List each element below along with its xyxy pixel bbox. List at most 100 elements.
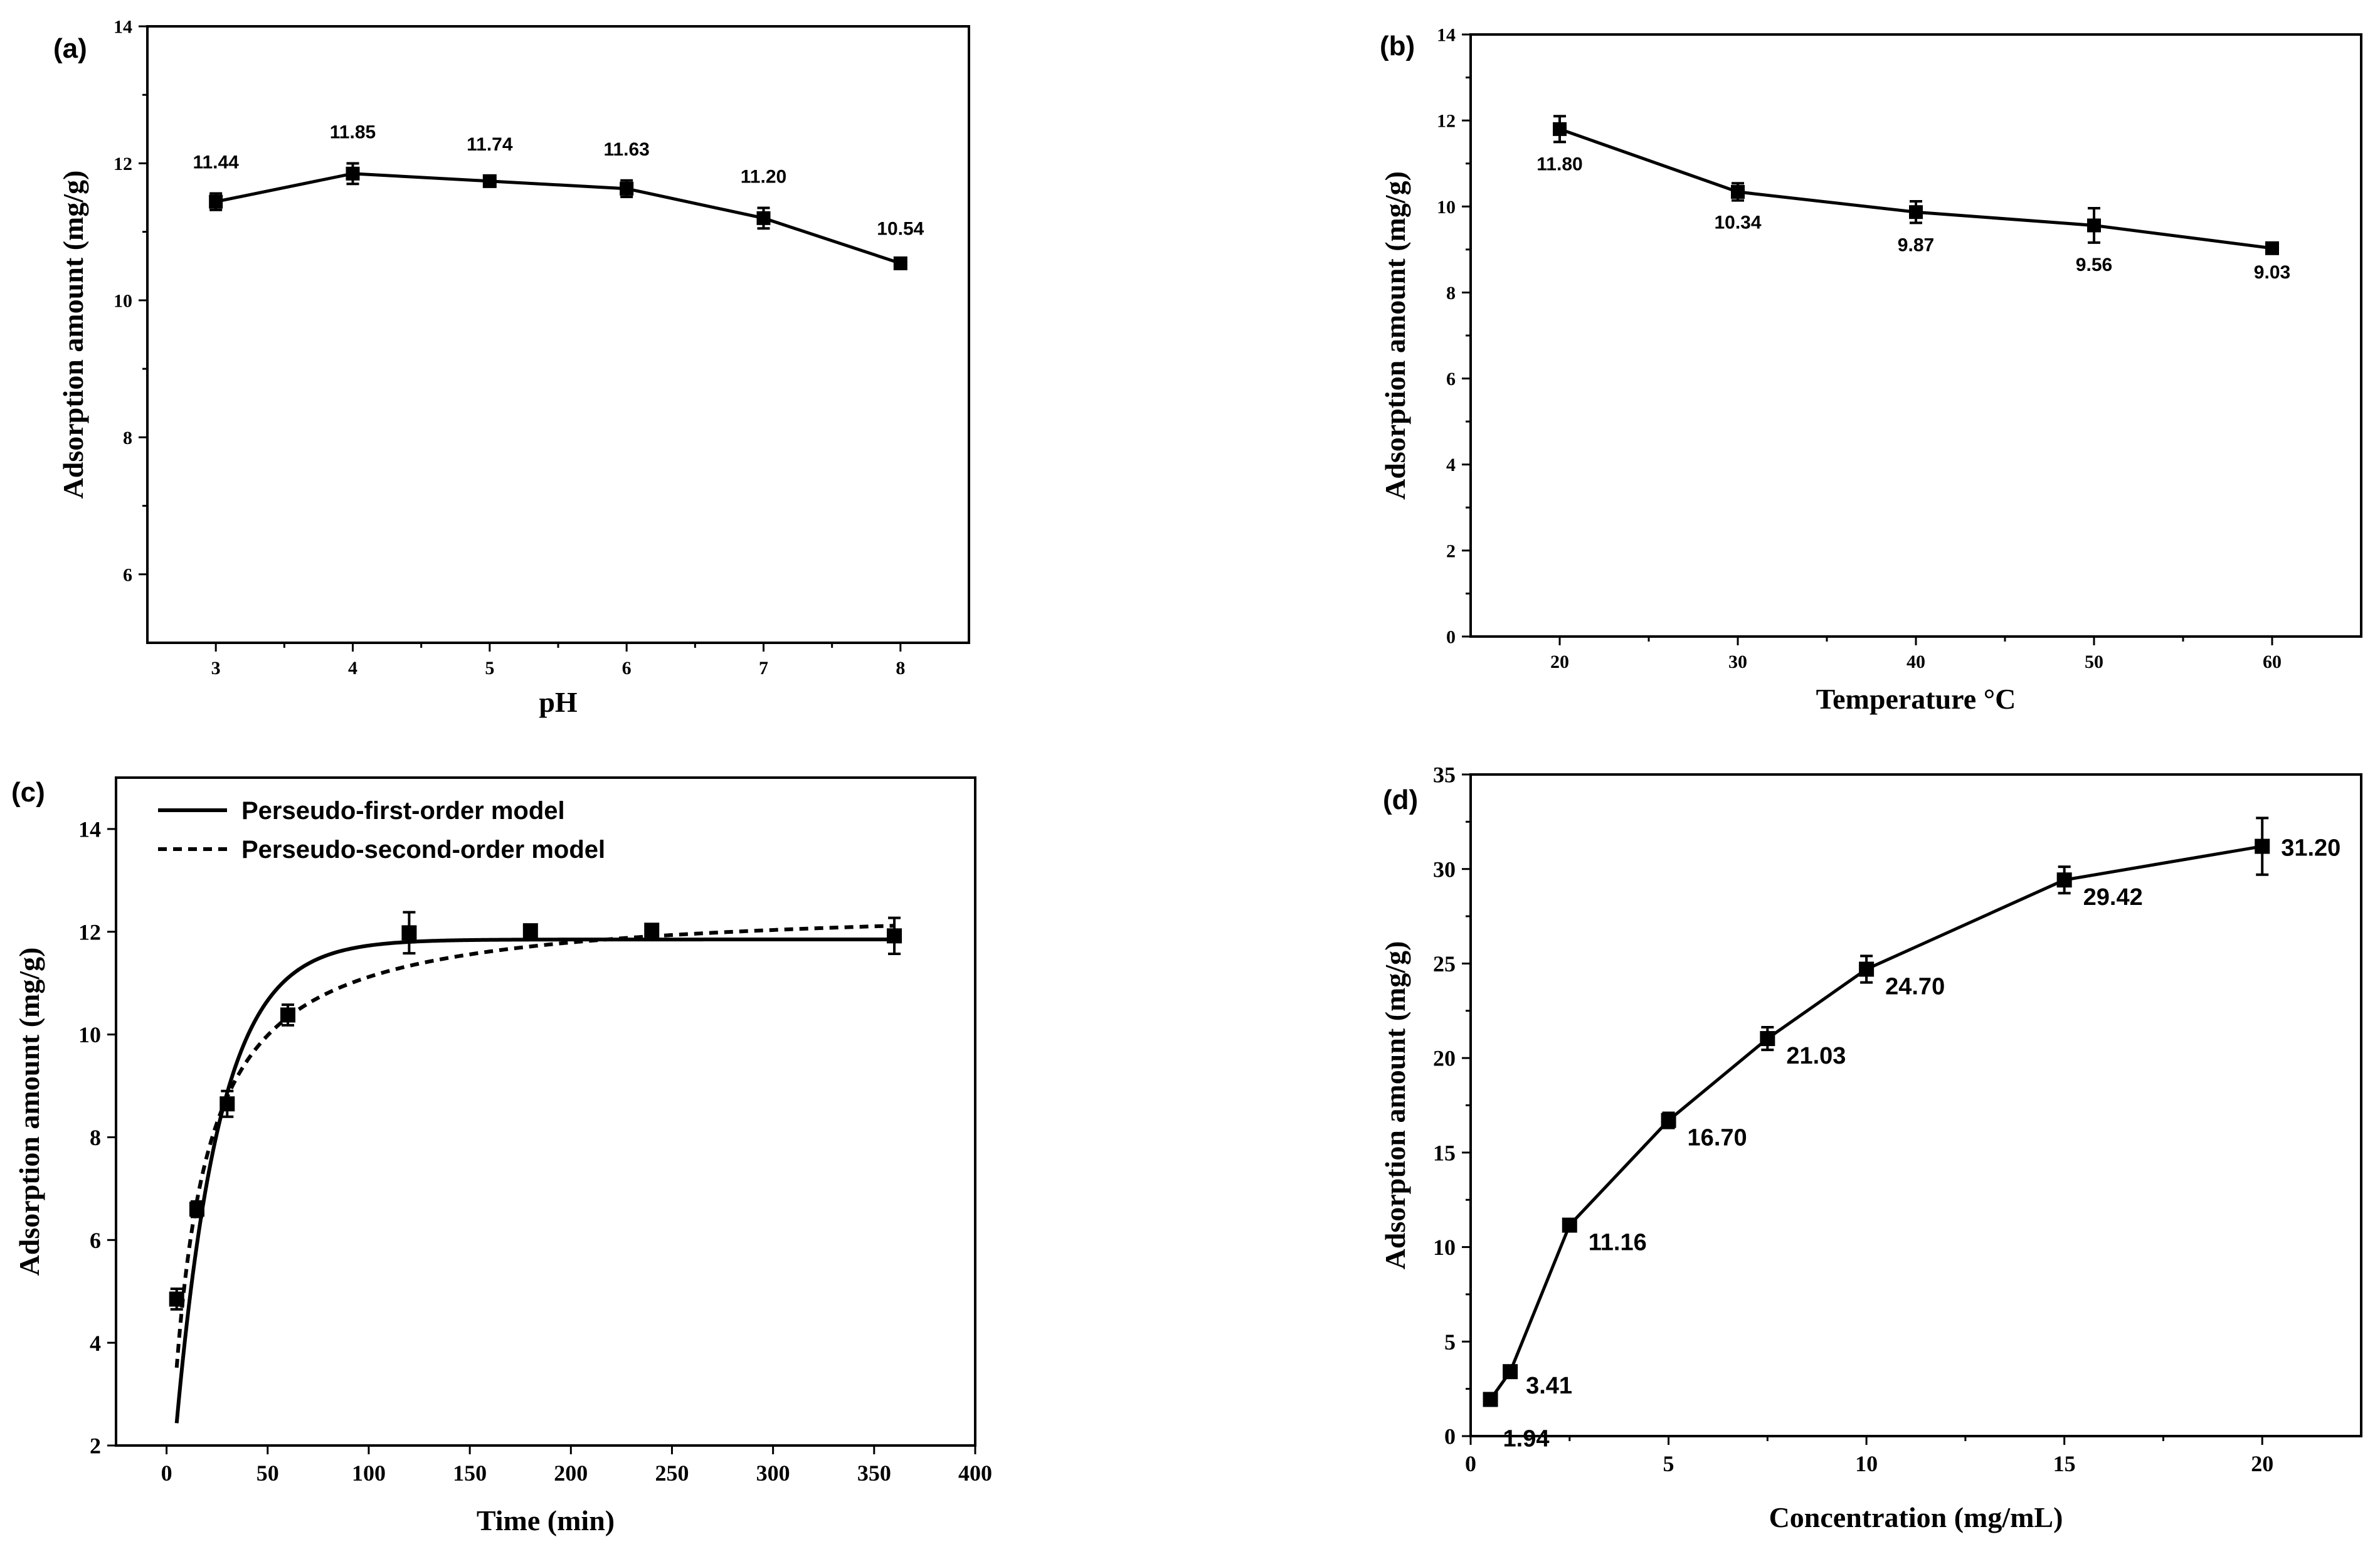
x-tick-label: 300	[756, 1461, 790, 1486]
data-point	[1731, 184, 1745, 199]
data-label: 11.74	[467, 134, 513, 155]
data-point	[1483, 1392, 1498, 1407]
data-label: 11.85	[330, 122, 376, 142]
x-tick-label: 250	[655, 1461, 689, 1486]
data-point	[169, 1291, 184, 1307]
x-tick-label: 0	[1465, 1451, 1476, 1476]
data-point	[1503, 1364, 1518, 1380]
data-point	[1562, 1217, 1577, 1233]
data-point	[2056, 872, 2072, 888]
data-point	[1909, 205, 1923, 219]
data-label: 9.56	[2076, 255, 2112, 275]
x-tick-label: 40	[1907, 652, 1925, 672]
data-point	[522, 923, 538, 939]
y-tick-label: 5	[1444, 1329, 1456, 1355]
x-tick-label: 8	[896, 658, 905, 679]
y-axis-title: Adsorption amount (mg/g)	[1379, 171, 1411, 500]
y-tick-label: 20	[1433, 1046, 1456, 1071]
x-tick-label: 20	[1550, 652, 1569, 672]
data-point	[2265, 241, 2279, 255]
y-tick-label: 12	[1437, 111, 1456, 132]
y-tick-label: 14	[1437, 25, 1456, 46]
data-point	[644, 922, 660, 938]
y-tick-label: 25	[1433, 951, 1456, 976]
data-label: 11.80	[1536, 154, 1582, 174]
plot-frame	[1469, 773, 2362, 1437]
y-tick-label: 6	[90, 1228, 101, 1253]
y-tick-label: 12	[78, 919, 101, 944]
x-axis-title: pH	[539, 686, 578, 718]
x-tick-label: 4	[348, 658, 357, 679]
y-tick-label: 30	[1433, 857, 1456, 882]
x-tick-label: 350	[857, 1461, 891, 1486]
y-tick-label: 12	[114, 154, 132, 174]
data-label: 24.70	[1885, 973, 1945, 1000]
data-label: 3.41	[1526, 1373, 1572, 1399]
x-tick-label: 15	[2053, 1451, 2076, 1476]
data-point	[893, 256, 907, 270]
y-tick-label: 8	[90, 1125, 101, 1150]
x-tick-label: 10	[1855, 1451, 1878, 1476]
data-label: 31.20	[2281, 835, 2340, 862]
panel-b-chart: (b) 20 30 40 50 60 0 2 4 6 8 10 12 14 Temperature °C Ad…	[1379, 25, 2362, 715]
y-tick-label: 14	[114, 17, 132, 38]
x-tick-label: 60	[2263, 652, 2282, 672]
y-tick-label: 6	[1446, 369, 1456, 389]
y-tick-label: 35	[1433, 763, 1456, 788]
data-point	[620, 181, 634, 196]
y-tick-label: 6	[123, 564, 132, 585]
data-label: 21.03	[1786, 1043, 1846, 1069]
data-label: 29.42	[2083, 884, 2143, 911]
y-tick-label: 2	[1446, 541, 1456, 561]
x-tick-label: 100	[352, 1461, 386, 1486]
data-label: 10.54	[877, 218, 924, 239]
y-tick-label: 10	[114, 290, 132, 311]
data-point	[401, 925, 417, 941]
x-tick-label: 30	[1728, 652, 1747, 672]
y-axis-title: Adsorption amount (mg/g)	[13, 948, 45, 1276]
first-order-curve	[174, 938, 895, 1424]
x-tick-label: 50	[2085, 652, 2103, 672]
y-tick-label: 4	[1446, 455, 1456, 475]
y-tick-label: 10	[78, 1022, 101, 1047]
plot-frame	[146, 25, 970, 644]
y-tick-label: 10	[1437, 197, 1456, 218]
legend-label: Perseudo-first-order model	[241, 797, 565, 825]
series-line	[1489, 845, 2263, 1400]
data-point	[2087, 218, 2101, 233]
x-tick-label: 3	[211, 658, 221, 679]
panel-a-chart: (a) 3 4 5 6 7 8 6 8 10 12 14 pH Adsorption amount (mg…	[53, 17, 970, 718]
x-tick-label: 400	[958, 1461, 992, 1486]
x-axis-title: Time (min)	[477, 1504, 615, 1536]
y-tick-label: 0	[1446, 627, 1456, 648]
x-tick-label: 7	[759, 658, 768, 679]
y-tick-label: 8	[123, 428, 132, 448]
panel-c-chart: (c) 0 50 100 150 200 250 300 350 400 2 4 6 8 10 12 14 Tim…	[11, 776, 992, 1536]
x-tick-label: 150	[453, 1461, 487, 1486]
panel-label: (c)	[11, 777, 45, 808]
panel-d-chart: (d) 0 5 10 15 20 0 5 10 15 20 25 30 35 Concentration (…	[1379, 763, 2362, 1533]
x-tick-label: 0	[161, 1461, 172, 1486]
data-point	[1553, 122, 1567, 136]
series-line	[1559, 127, 2273, 250]
y-axis-title: Adsorption amount (mg/g)	[57, 171, 89, 499]
panel-label: (a)	[53, 33, 87, 64]
plot-frame	[1469, 33, 2362, 638]
data-point	[189, 1202, 204, 1217]
data-point	[219, 1096, 235, 1112]
data-label: 11.44	[193, 152, 239, 173]
data-label: 1.94	[1503, 1426, 1550, 1452]
y-axis-title: Adsorption amount (mg/g)	[1379, 941, 1411, 1270]
x-tick-label: 50	[257, 1461, 279, 1486]
x-tick-label: 5	[485, 658, 494, 679]
x-tick-label: 6	[622, 658, 632, 679]
data-point	[209, 194, 223, 209]
y-tick-label: 10	[1433, 1235, 1456, 1260]
data-label: 16.70	[1688, 1125, 1747, 1151]
y-tick-label: 15	[1433, 1140, 1456, 1165]
data-label: 10.34	[1714, 213, 1761, 233]
series-line	[215, 172, 901, 265]
data-label: 11.16	[1589, 1230, 1647, 1256]
x-axis-title: Concentration (mg/mL)	[1769, 1501, 2063, 1533]
plot-frame	[115, 776, 976, 1447]
